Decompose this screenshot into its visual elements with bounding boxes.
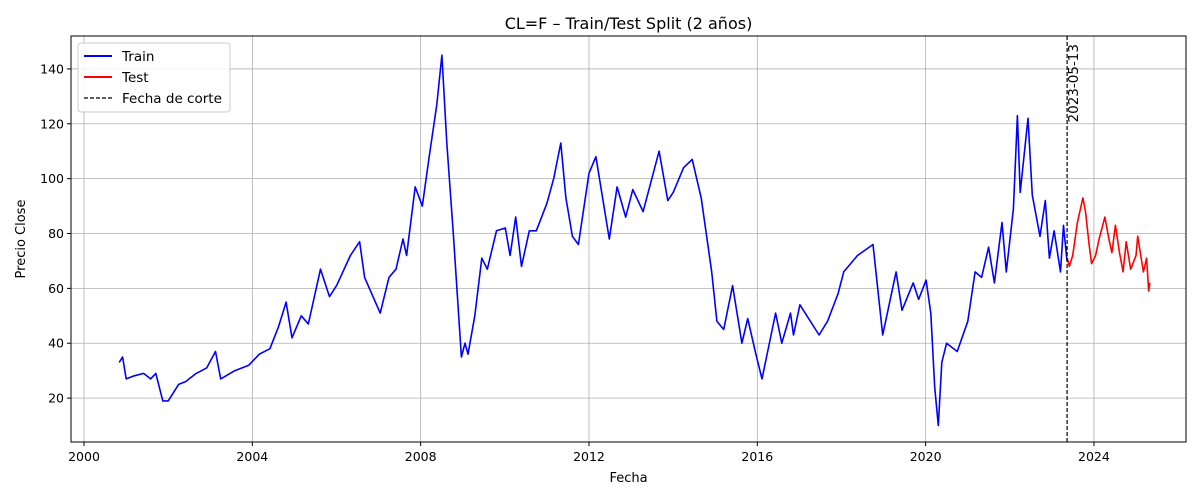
y-tick-label: 60 (48, 281, 64, 296)
legend-test-label: Test (121, 70, 149, 86)
series-layer (118, 54, 1151, 427)
plot-frame (70, 35, 1187, 443)
y-tick-label: 140 (40, 61, 64, 76)
y-tick-label: 120 (40, 116, 64, 131)
x-tick-label: 2020 (910, 449, 942, 464)
legend-cutoff-label: Fecha de corte (122, 91, 222, 107)
x-tick-label: 2024 (1078, 449, 1110, 464)
cutoff-date-label: 2023-05-13 (1066, 44, 1082, 122)
legend: Train Test Fecha de corte (77, 42, 231, 113)
legend-box (77, 42, 231, 113)
legend-train-label: Train (121, 49, 154, 65)
x-tick-label: 2016 (741, 449, 773, 464)
x-tick-label: 2000 (68, 449, 100, 464)
x-tick-label: 2004 (236, 449, 268, 464)
y-tick-label: 80 (48, 226, 64, 241)
series-line-test (1066, 197, 1151, 292)
x-tick-label: 2012 (573, 449, 605, 464)
axis-ticks: 2000 2004 2008 2012 2016 2020 2024 20 40 60 80 100 1… (40, 61, 1110, 464)
x-tick-label: 2008 (405, 449, 437, 464)
series-line-train (118, 54, 1068, 427)
y-axis-label: Precio Close (14, 200, 29, 279)
chart-title: CL=F – Train/Test Split (2 años) (505, 14, 753, 33)
y-tick-label: 100 (40, 171, 64, 186)
cutoff-layer: 2023-05-13 (1066, 36, 1082, 442)
y-tick-label: 40 (48, 336, 64, 351)
y-tick-label: 20 (48, 391, 64, 406)
x-axis-label: Fecha (609, 471, 647, 486)
